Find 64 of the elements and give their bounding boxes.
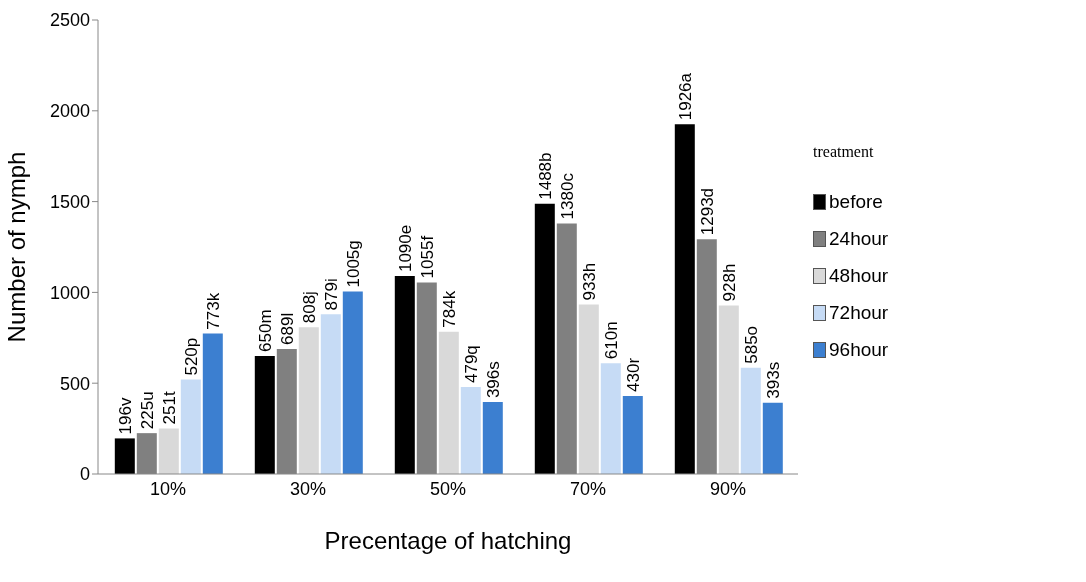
data-label: 1488b bbox=[535, 152, 555, 200]
data-label: 808j bbox=[299, 291, 319, 324]
data-label: 928h bbox=[719, 263, 739, 302]
data-label: 1090e bbox=[395, 224, 415, 273]
bar bbox=[320, 314, 341, 474]
x-tick-label: 70% bbox=[569, 478, 607, 499]
bar bbox=[674, 124, 695, 474]
bar bbox=[438, 331, 459, 474]
data-label: 393s bbox=[763, 361, 783, 399]
x-tick-label: 90% bbox=[709, 478, 747, 499]
bar bbox=[114, 438, 135, 474]
y-tick-label: 1000 bbox=[49, 282, 90, 303]
x-tick-label: 50% bbox=[429, 478, 467, 499]
x-axis-title: Precentage of hatching bbox=[324, 527, 572, 555]
data-label: 1293d bbox=[697, 187, 717, 236]
data-label: 520p bbox=[181, 337, 201, 376]
bar bbox=[600, 363, 621, 474]
legend-label: 72hour bbox=[829, 301, 889, 324]
data-label: 251t bbox=[159, 391, 179, 425]
bar bbox=[622, 395, 643, 474]
bar bbox=[762, 402, 783, 474]
legend-label: before bbox=[829, 190, 883, 213]
x-tick-label: 10% bbox=[149, 478, 187, 499]
legend-title: treatment bbox=[813, 143, 875, 161]
data-label: 430r bbox=[623, 357, 643, 392]
bar bbox=[180, 379, 201, 474]
y-tick-label: 2000 bbox=[49, 101, 90, 122]
legend-label: 96hour bbox=[829, 338, 889, 361]
bar bbox=[254, 355, 275, 474]
data-label: 585o bbox=[741, 325, 761, 364]
data-label: 396s bbox=[483, 361, 503, 399]
legend-label: 24hour bbox=[829, 227, 889, 250]
data-label: 650m bbox=[255, 309, 275, 352]
data-label: 773k bbox=[203, 292, 223, 330]
data-label: 1005g bbox=[343, 240, 363, 288]
bar bbox=[202, 333, 223, 474]
bar bbox=[460, 387, 481, 474]
y-axis-title: Number of nymph bbox=[2, 151, 30, 343]
data-label: 1055f bbox=[417, 235, 437, 279]
bar bbox=[158, 428, 179, 474]
data-label: 225u bbox=[137, 391, 157, 430]
y-tick-label: 1500 bbox=[49, 191, 90, 212]
x-tick-label: 30% bbox=[289, 478, 327, 499]
data-label: 479q bbox=[461, 345, 481, 384]
data-label: 1380c bbox=[557, 172, 577, 220]
bar bbox=[534, 203, 555, 474]
data-label: 689l bbox=[277, 312, 297, 345]
bar bbox=[578, 304, 599, 474]
data-label: 610n bbox=[601, 321, 621, 360]
bar bbox=[482, 402, 503, 474]
bar bbox=[342, 291, 363, 474]
bar bbox=[394, 276, 415, 474]
data-label: 784k bbox=[439, 290, 459, 328]
y-tick-label: 2500 bbox=[49, 10, 90, 31]
data-label: 1926a bbox=[675, 72, 695, 121]
bar bbox=[298, 327, 319, 474]
bar bbox=[718, 305, 739, 474]
data-label: 933h bbox=[579, 262, 599, 301]
data-label: 879i bbox=[321, 278, 341, 311]
bar bbox=[740, 367, 761, 474]
legend-label: 48hour bbox=[829, 264, 889, 287]
y-tick-label: 500 bbox=[59, 373, 90, 394]
data-label: 196v bbox=[115, 397, 135, 435]
y-tick-label: 0 bbox=[79, 464, 90, 485]
